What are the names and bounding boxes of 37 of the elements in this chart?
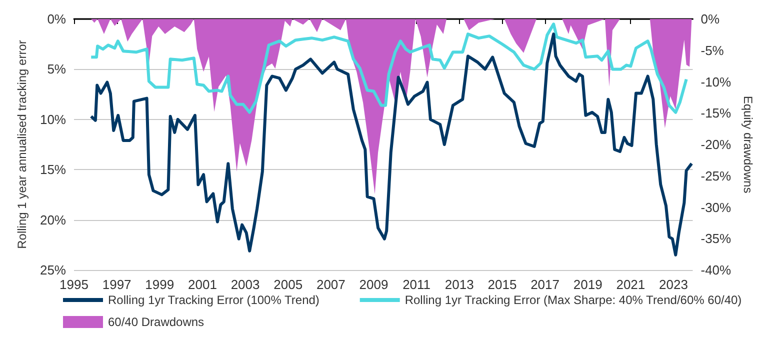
y-axis-title: Rolling 1 year annualised tracking error [15,40,29,249]
y2-tick-label: -25% [700,168,732,184]
x-tick-label: 2005 [274,277,303,292]
y2-tick-label: -40% [700,262,732,278]
y2-tick-label: -10% [700,74,732,90]
y2-axis-title: Equity drawdowns [741,96,755,194]
y-tick-label: 15% [40,162,66,178]
line-series [90,32,694,256]
y2-tick-label: -35% [700,231,732,246]
y-tick-label: 20% [40,212,66,228]
x-tick-label: 2009 [359,277,388,292]
x-tick-label: 1997 [102,277,132,292]
y2-tick-label: -5% [700,42,724,58]
legend-label: Rolling 1yr Tracking Error (100% Trend) [108,293,320,307]
y-tick-label: 25% [40,262,66,278]
y2-tick-label: -20% [700,137,732,152]
x-tick-label: 1999 [145,277,174,292]
x-tick-label: 2017 [530,277,560,292]
y-tick-label: 10% [40,112,66,127]
x-tick-label: 2015 [488,277,517,292]
legend-label: Rolling 1yr Tracking Error (Max Sharpe: 40% Trend/60% 60/40) [404,293,742,307]
y2-tick-label: -30% [700,200,732,215]
y-tick-label: 0% [47,12,66,26]
x-tick-label: 2021 [616,277,646,292]
y2-tick-label: 0% [700,12,720,26]
x-tick-label: 2019 [573,277,602,292]
y2-tick-label: -15% [700,106,732,121]
x-tick-label: 2023 [659,277,688,292]
line-series [90,22,688,114]
x-tick-label: 2011 [402,277,431,292]
y-tick-label: 5% [47,62,66,77]
x-tick-label: 1995 [60,277,88,292]
x-tick-label: 2013 [444,277,474,292]
x-tick-label: 2001 [188,277,217,292]
x-tick-label: 2007 [316,277,346,292]
x-tick-label: 2003 [230,277,260,292]
legend-label: 60/40 Drawdowns [108,315,204,329]
